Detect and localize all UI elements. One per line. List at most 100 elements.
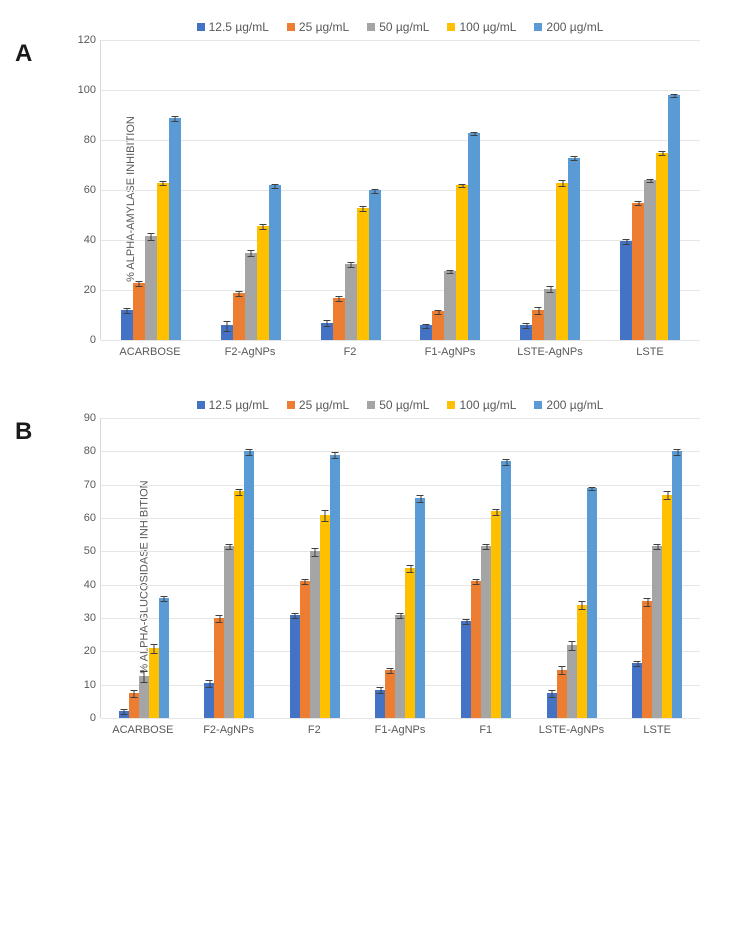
bar bbox=[642, 601, 652, 718]
bar-wrap bbox=[290, 615, 300, 718]
error-bar bbox=[535, 307, 542, 315]
bar-wrap bbox=[668, 95, 680, 340]
y-tick-label: 100 bbox=[71, 84, 96, 96]
x-axis-labels: ACARBOSEF2-AgNPsF2F1-AgNPsF1LSTE-AgNPsLS… bbox=[100, 724, 700, 736]
bar bbox=[556, 183, 568, 341]
error-bar bbox=[371, 189, 378, 194]
grid-line bbox=[101, 718, 700, 719]
bar-wrap bbox=[157, 183, 169, 341]
error-bar bbox=[473, 579, 480, 585]
error-bar bbox=[548, 690, 555, 697]
bar-wrap bbox=[544, 289, 556, 340]
bar bbox=[159, 598, 169, 718]
bar-wrap bbox=[245, 253, 257, 341]
legend-item: 100 µg/mL bbox=[447, 20, 516, 34]
bar-wrap bbox=[345, 264, 357, 340]
bar-wrap bbox=[119, 711, 129, 718]
error-bar bbox=[120, 709, 127, 715]
bar bbox=[369, 190, 381, 340]
error-bar bbox=[664, 491, 671, 500]
x-tick-label: LSTE-AgNPs bbox=[529, 724, 615, 736]
bar-wrap bbox=[204, 683, 214, 718]
bar bbox=[345, 264, 357, 340]
legend: 12.5 µg/mL25 µg/mL50 µg/mL100 µg/mL200 µ… bbox=[80, 20, 720, 34]
bar bbox=[532, 310, 544, 340]
error-bar bbox=[130, 690, 137, 699]
bar-wrap bbox=[321, 323, 333, 341]
legend-item: 12.5 µg/mL bbox=[197, 398, 269, 412]
error-bar bbox=[150, 644, 157, 654]
legend: 12.5 µg/mL25 µg/mL50 µg/mL100 µg/mL200 µ… bbox=[80, 398, 720, 412]
bar-wrap bbox=[244, 451, 254, 718]
bar-wrap bbox=[269, 185, 281, 340]
bar bbox=[357, 208, 369, 341]
y-tick-label: 20 bbox=[71, 284, 96, 296]
bar bbox=[491, 511, 501, 718]
bar bbox=[119, 711, 129, 718]
bar-wrap bbox=[129, 693, 139, 718]
bar bbox=[204, 683, 214, 718]
bar-wrap bbox=[471, 581, 481, 718]
bar-wrap bbox=[567, 645, 577, 718]
bar-wrap bbox=[532, 310, 544, 340]
legend-item: 200 µg/mL bbox=[534, 20, 603, 34]
y-tick-label: 40 bbox=[71, 579, 96, 591]
legend-label: 100 µg/mL bbox=[459, 398, 516, 412]
bar bbox=[145, 236, 157, 340]
bar-wrap bbox=[233, 293, 245, 341]
bar-wrap bbox=[221, 325, 233, 340]
bar bbox=[149, 648, 159, 718]
bar-wrap bbox=[300, 581, 310, 718]
bar bbox=[405, 568, 415, 718]
bar-group bbox=[420, 133, 480, 341]
bar bbox=[662, 495, 672, 718]
bar bbox=[224, 546, 234, 718]
bar bbox=[577, 605, 587, 718]
bar-wrap bbox=[310, 551, 320, 718]
legend-item: 12.5 µg/mL bbox=[197, 20, 269, 34]
y-tick-label: 0 bbox=[71, 334, 96, 346]
error-bar bbox=[235, 291, 242, 297]
plot-wrap: % ALPHA-GLUCOSIDASE INHIBITION0102030405… bbox=[100, 418, 700, 736]
error-bar bbox=[291, 613, 298, 619]
bar bbox=[468, 133, 480, 341]
legend-label: 200 µg/mL bbox=[546, 398, 603, 412]
x-tick-label: F2 bbox=[300, 346, 400, 358]
error-bar bbox=[459, 184, 466, 188]
error-bar bbox=[216, 615, 223, 622]
legend-swatch bbox=[447, 23, 455, 31]
bar bbox=[269, 185, 281, 340]
bar bbox=[587, 488, 597, 718]
chart-panel: A12.5 µg/mL25 µg/mL50 µg/mL100 µg/mL200 … bbox=[20, 20, 720, 358]
x-tick-label: LSTE-AgNPs bbox=[500, 346, 600, 358]
error-bar bbox=[160, 596, 167, 602]
bar-wrap bbox=[415, 498, 425, 718]
bar bbox=[544, 289, 556, 340]
bar-wrap bbox=[234, 491, 244, 718]
error-bar bbox=[654, 544, 661, 550]
x-tick-label: LSTE bbox=[600, 346, 700, 358]
bar bbox=[668, 95, 680, 340]
x-tick-label: ACARBOSE bbox=[100, 724, 186, 736]
error-bar bbox=[140, 671, 147, 683]
bar-wrap bbox=[257, 226, 269, 340]
y-tick-label: 60 bbox=[71, 184, 96, 196]
bar-wrap bbox=[620, 241, 632, 340]
error-bar bbox=[321, 510, 328, 522]
error-bar bbox=[247, 250, 254, 257]
error-bar bbox=[647, 179, 654, 183]
legend-swatch bbox=[287, 401, 295, 409]
bar-group bbox=[290, 455, 340, 718]
bar-wrap bbox=[632, 663, 642, 718]
bar-wrap bbox=[330, 455, 340, 718]
bar bbox=[257, 226, 269, 340]
error-bar bbox=[135, 281, 142, 287]
bar-group bbox=[461, 461, 511, 718]
bar-wrap bbox=[672, 451, 682, 718]
bar-wrap bbox=[556, 183, 568, 341]
error-bar bbox=[634, 661, 641, 667]
error-bar bbox=[323, 320, 330, 327]
bar bbox=[310, 551, 320, 718]
error-bar bbox=[236, 489, 243, 496]
error-bar bbox=[423, 324, 430, 329]
